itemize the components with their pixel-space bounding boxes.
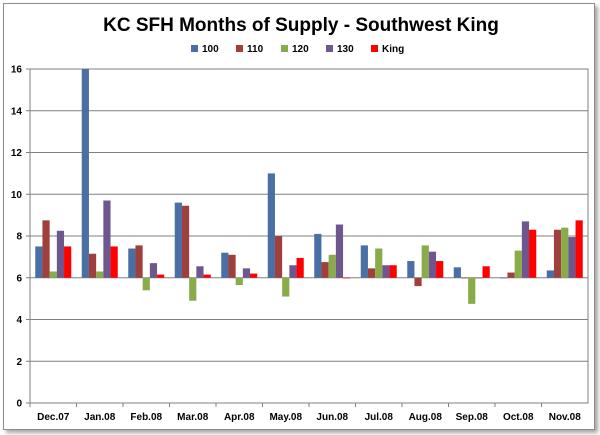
bar-130-aug08 — [428, 251, 437, 278]
x-tick-label: Jun.08 — [316, 412, 348, 423]
bar-100-oct08 — [500, 277, 508, 279]
bar-king-mar08 — [203, 274, 211, 278]
x-tick-label: Nov.08 — [549, 412, 581, 423]
bar-120-feb08 — [142, 277, 150, 291]
bar-120-dec07 — [49, 271, 57, 278]
legend-swatch-130 — [326, 45, 333, 52]
bar-130-nov08 — [568, 237, 576, 278]
x-tick-label: Apr.08 — [224, 412, 255, 423]
y-tick-label: 0 — [16, 399, 22, 410]
bar-130-apr08 — [242, 268, 251, 278]
bar-110-apr08 — [228, 254, 236, 278]
x-tick-label: Aug.08 — [409, 412, 443, 423]
legend-label-king: King — [382, 44, 404, 55]
bar-110-feb08 — [135, 245, 143, 278]
bar-king-feb08 — [157, 274, 165, 278]
bar-100-nov08 — [546, 270, 554, 278]
chart-title: KC SFH Months of Supply - Southwest King — [103, 15, 499, 36]
legend-swatch-120 — [281, 45, 288, 52]
legend-swatch-king — [371, 45, 378, 52]
bar-100-apr08 — [221, 252, 229, 278]
bar-100-may08 — [267, 173, 275, 278]
bar-130-oct08 — [521, 221, 530, 278]
x-tick-label: Mar.08 — [177, 412, 209, 423]
legend-swatch-100 — [191, 45, 198, 52]
y-tick-label: 12 — [11, 148, 23, 159]
bar-110-aug08 — [414, 277, 422, 287]
bar-king-dec07 — [64, 246, 72, 278]
bar-king-oct08 — [529, 229, 537, 278]
y-tick-label: 6 — [16, 273, 22, 284]
bar-120-oct08 — [514, 250, 522, 278]
bar-120-nov08 — [561, 227, 569, 278]
bar-king-jan08 — [110, 246, 118, 278]
bar-130-dec07 — [56, 230, 65, 278]
bar-130-may08 — [289, 265, 297, 278]
bar-110-jul08 — [367, 268, 376, 278]
y-tick-label: 14 — [11, 106, 23, 117]
bar-king-aug08 — [436, 261, 444, 278]
bar-100-jan08 — [81, 69, 89, 278]
x-tick-label: May.08 — [269, 412, 302, 423]
y-tick-label: 2 — [16, 357, 22, 368]
bar-king-nov08 — [575, 220, 583, 278]
x-tick-label: Dec.07 — [37, 412, 70, 423]
bar-king-jun08 — [343, 277, 351, 279]
bar-110-sep08 — [460, 277, 469, 279]
y-tick-label: 10 — [11, 190, 23, 201]
bar-100-dec07 — [35, 246, 43, 278]
y-tick-label: 16 — [11, 65, 23, 76]
x-tick-label: Sep.08 — [456, 412, 489, 423]
bar-130-sep08 — [475, 277, 483, 279]
legend-label-120: 120 — [292, 44, 309, 55]
chart-frame: KC SFH Months of Supply - Southwest King… — [3, 3, 595, 430]
bar-king-apr08 — [250, 273, 258, 278]
legend-label-130: 130 — [337, 44, 354, 55]
bar-110-may08 — [274, 236, 283, 278]
bar-130-feb08 — [149, 263, 158, 278]
bar-120-sep08 — [468, 277, 476, 304]
bar-120-may08 — [282, 277, 290, 297]
x-tick-label: Jul.08 — [365, 412, 394, 423]
bar-100-jul08 — [360, 245, 368, 278]
legend-label-100: 100 — [202, 44, 219, 55]
bar-110-dec07 — [42, 220, 50, 278]
bar-110-jan08 — [88, 253, 97, 278]
legend-swatch-110 — [236, 45, 243, 52]
bar-120-jun08 — [328, 254, 336, 278]
bar-130-mar08 — [196, 266, 204, 278]
plot-area: 0 2 4 6 8 10 12 14 16 Dec.07 Jan.08 Feb.08 Mar.08 Apr… — [11, 65, 589, 423]
x-tick-label: Feb.08 — [130, 412, 162, 423]
bar-110-oct08 — [507, 272, 515, 278]
bar-130-jun08 — [335, 224, 344, 278]
bar-120-aug08 — [421, 245, 429, 278]
bar-100-aug08 — [407, 261, 415, 278]
y-tick-label: 8 — [16, 232, 22, 243]
bar-king-jul08 — [389, 265, 397, 278]
bar-130-jan08 — [103, 200, 111, 278]
y-tick-label: 4 — [16, 315, 22, 326]
x-tick-label: Jan.08 — [84, 412, 116, 423]
bar-120-mar08 — [189, 277, 197, 301]
bar-120-jan08 — [96, 271, 104, 278]
legend: 100 110 120 130 King — [191, 44, 404, 55]
bar-king-sep08 — [482, 266, 490, 278]
bar-100-feb08 — [128, 248, 136, 278]
bar-130-jul08 — [382, 265, 390, 278]
legend-label-110: 110 — [247, 44, 264, 55]
bar-100-mar08 — [174, 202, 182, 278]
bar-120-jul08 — [375, 248, 383, 278]
bar-king-may08 — [296, 257, 304, 278]
bar-110-nov08 — [553, 229, 562, 278]
bar-110-jun08 — [321, 262, 329, 278]
bar-100-jun08 — [314, 233, 322, 278]
bar-100-sep08 — [453, 267, 461, 278]
bar-120-apr08 — [235, 277, 243, 286]
bar-chart: KC SFH Months of Supply - Southwest King… — [11, 15, 589, 423]
x-tick-label: Oct.08 — [503, 412, 534, 423]
bar-110-mar08 — [181, 205, 190, 278]
